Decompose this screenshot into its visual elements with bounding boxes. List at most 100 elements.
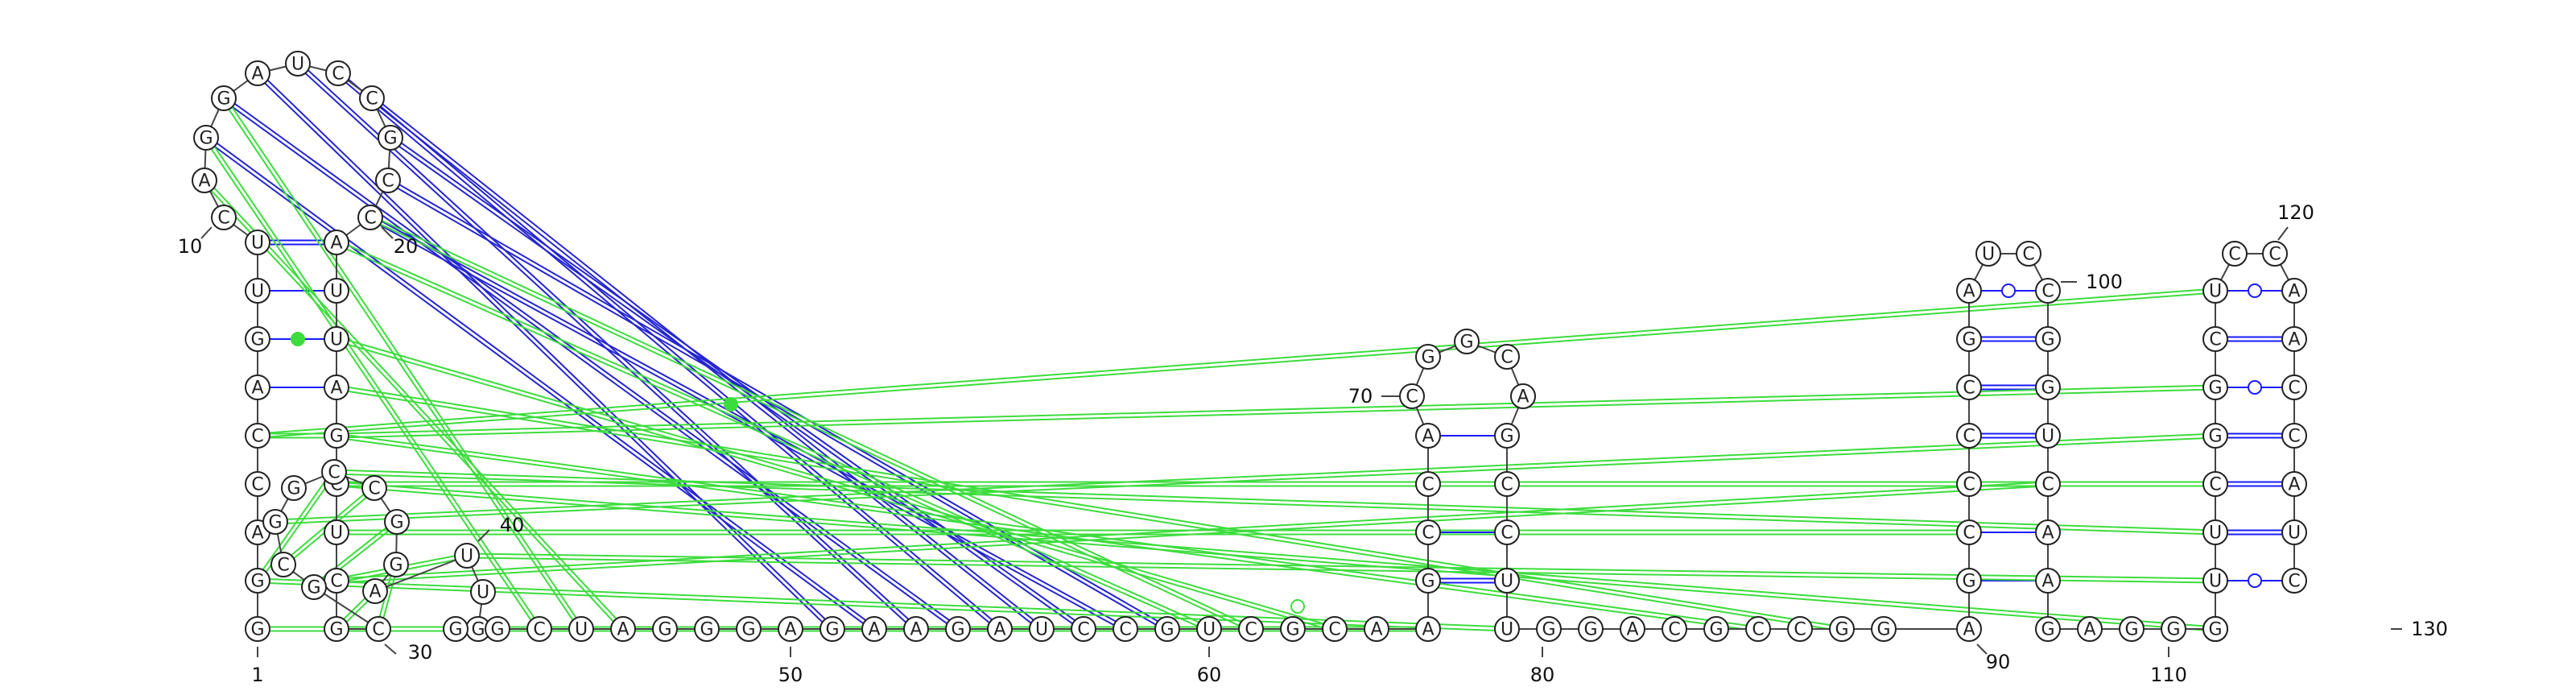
nucleotide: A [245,60,270,86]
nucleotide-circle [2281,374,2307,400]
pair-longrange-blue [388,177,1169,628]
nucleotide: G [2035,616,2061,642]
nucleotide-letter: U [2041,427,2054,447]
nucleotide-circle [1196,616,1222,642]
nucleotide-letter: C [1963,427,1975,447]
nucleotide-circle [2281,423,2307,449]
nucleotide: G [2035,374,2061,400]
nucleotide-letter: C [2041,475,2054,495]
nucleotide-letter: C [2288,379,2300,399]
nucleotide: C [1494,519,1520,545]
pair-longrange-green [467,552,2216,580]
nucleotide-circle [245,60,270,86]
nucleotide: G [324,423,349,449]
nucleotide-circle [1956,423,1982,449]
nucleotide-circle [1415,471,1441,497]
nucleotide-circle [2202,568,2228,594]
nucleotide: U [285,51,311,77]
pair-longrange-blue [369,218,1125,632]
nucleotide-letter: G [2041,620,2054,640]
nucleotide-letter: C [2209,330,2221,350]
nucleotide-circle [526,616,552,642]
base-pair-lines [202,61,2294,632]
nucleotide-circle [384,509,410,535]
pair-longrange-blue [206,135,877,628]
nucleotide-letter: G [250,330,264,350]
nucleotide: C [1238,616,1264,642]
nucleotide: C [1662,616,1687,642]
nucleotide-letter: A [784,620,796,640]
nucleotide-circle [1415,344,1441,370]
nucleotide-letter: C [1119,620,1131,640]
nucleotide-letter: G [951,620,964,640]
nucleotide-letter: G [2124,620,2138,640]
position-tick [200,226,213,239]
nucleotide-letter: U [330,282,343,302]
nucleotide-letter: G [1542,620,1555,640]
nucleotide-circle [2281,278,2307,304]
nucleotide-circle [1956,616,1982,642]
nucleotide: A [2035,568,2061,594]
nucleotide-letter: A [1422,427,1434,447]
nucleotide-letter: A [198,172,210,192]
nucleotide-circle [1029,616,1055,642]
nucleotide-circle [1536,616,1562,642]
pair-longrange-green [333,473,2215,536]
nucleotide: U [1494,568,1520,594]
nucleotide-letter: C [533,620,545,640]
nucleotide-letter: G [1835,620,1848,640]
nucleotide: C [1956,374,1982,400]
nucleotide-circle [694,616,720,642]
pair-symbol [1290,599,1305,614]
nucleotide: G [281,475,307,501]
position-tick [1976,643,1988,655]
nucleotide-letter: C [2041,282,2054,302]
nucleotide: G [652,616,678,642]
nucleotide-circle [1510,383,1536,409]
nucleotide-letter: A [369,582,381,602]
nucleotide-letter: C [1963,379,1975,399]
nucleotide-circle [1364,616,1389,642]
nucleotide-letter: C [2268,245,2281,265]
pair-symbol [2248,380,2262,395]
nucleotide: C [1322,616,1348,642]
nucleotide: A [2281,326,2307,352]
nucleotide-circle [245,616,270,642]
nucleotide-circle [378,125,403,151]
nucleotide: C [270,552,296,577]
nucleotide: C [2281,568,2307,594]
nucleotide-letter: U [477,583,489,603]
pair-longrange-blue [338,71,1002,628]
nucleotide-circle [1745,616,1771,642]
nucleotide-circle [270,552,296,577]
nucleotide-circle [193,125,219,151]
pair-longrange-green [336,384,2215,435]
nucleotide-letter: G [471,620,485,640]
nucleotide-circle [568,616,594,642]
nucleotide-circle [903,616,929,642]
nucleotide-letter: G [825,620,839,640]
nucleotide-letter: G [2208,620,2222,640]
nucleotide-circle [2281,326,2307,352]
nucleotide: C [1494,344,1520,370]
nucleotide-letter: G [2208,379,2222,399]
nucleotide: U [324,519,349,545]
nucleotide: G [443,616,469,642]
nucleotide-circle [1956,568,1982,594]
nucleotide-letter: U [2288,523,2301,544]
nucleotide-circle [1871,616,1897,642]
nucleotide-letter: U [575,620,588,640]
nucleotide-letter: U [1203,620,1216,640]
position-label: 120 [2277,201,2314,224]
nucleotide: A [192,168,217,193]
nucleotide-letter: C [328,463,340,483]
nucleotide: G [262,509,288,535]
nucleotide-circle [1415,519,1441,545]
nucleotide-letter: G [1421,348,1435,368]
position-tick [477,529,490,542]
nucleotide: A [2281,278,2307,304]
nucleotide: G [945,616,971,642]
nucleotide-circle [324,278,349,304]
nucleotide: C [2281,423,2307,449]
nucleotide-circle [262,509,288,535]
